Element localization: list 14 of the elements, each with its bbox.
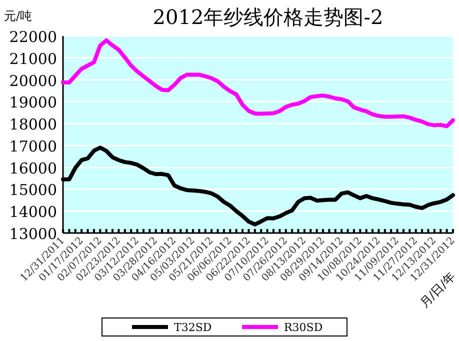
- y-tick-label: 14000: [9, 203, 57, 222]
- legend-label: T32SD: [174, 321, 212, 334]
- y-tick-label: 17000: [9, 137, 57, 156]
- y-tick-label: 20000: [9, 72, 57, 90]
- legend-label: R30SD: [284, 321, 323, 334]
- y-tick-label: 13000: [9, 225, 57, 243]
- y-tick-label: 15000: [9, 181, 57, 200]
- y-tick-label: 19000: [9, 94, 57, 112]
- y-axis-title: 元/吨: [4, 9, 32, 23]
- y-tick-label: 22000: [9, 28, 57, 46]
- y-tick-label: 18000: [9, 116, 57, 134]
- y-tick-label: 16000: [9, 159, 57, 178]
- chart-title: 2012年纱线价格走势图-2: [152, 5, 384, 29]
- y-tick-label: 21000: [9, 50, 57, 68]
